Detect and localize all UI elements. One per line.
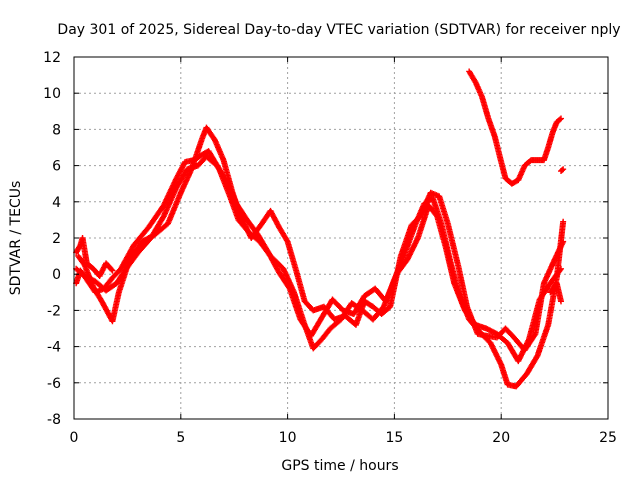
x-tick-label: 0 bbox=[70, 430, 79, 446]
y-tick-label: 4 bbox=[52, 195, 61, 211]
series-track-upper bbox=[466, 68, 565, 187]
data-point bbox=[557, 266, 564, 273]
series-track-e bbox=[547, 280, 565, 305]
y-tick-label: 10 bbox=[43, 86, 61, 102]
data-points bbox=[73, 68, 567, 390]
series-track-c bbox=[73, 153, 565, 365]
data-point bbox=[558, 115, 565, 122]
chart-title: Day 301 of 2025, Sidereal Day-to-day VTE… bbox=[57, 22, 620, 38]
y-tick-label: 12 bbox=[43, 50, 61, 66]
x-tick-label: 25 bbox=[599, 430, 617, 446]
y-tick-label: -2 bbox=[47, 303, 61, 319]
x-tick-label: 15 bbox=[385, 430, 403, 446]
data-point bbox=[533, 353, 540, 360]
data-point bbox=[558, 265, 565, 272]
axis-ticks: 0 5 10 15 20 25 -8 -6 -4 -2 0 2 4 6 8 10 12 bbox=[43, 50, 617, 446]
y-tick-label: -4 bbox=[47, 340, 61, 356]
x-axis-label: GPS time / hours bbox=[281, 458, 398, 474]
series-track-d bbox=[73, 235, 116, 280]
data-point bbox=[560, 238, 567, 245]
y-tick-label: 8 bbox=[52, 122, 61, 138]
data-point bbox=[560, 218, 567, 225]
data-point bbox=[556, 116, 563, 123]
x-tick-label: 10 bbox=[279, 430, 297, 446]
y-tick-label: -6 bbox=[47, 376, 61, 392]
x-tick-label: 5 bbox=[176, 430, 185, 446]
y-axis-label: SDTVAR / TECUs bbox=[8, 181, 24, 296]
y-tick-label: 2 bbox=[52, 231, 61, 247]
y-tick-label: -8 bbox=[47, 412, 61, 428]
data-point bbox=[108, 266, 115, 273]
data-point bbox=[559, 167, 566, 174]
x-tick-label: 20 bbox=[492, 430, 510, 446]
data-point bbox=[558, 298, 565, 305]
series-track-upper-tail bbox=[558, 166, 567, 175]
data-point bbox=[560, 166, 567, 173]
y-tick-label: 6 bbox=[52, 159, 61, 175]
data-point bbox=[109, 267, 116, 274]
y-tick-label: 0 bbox=[52, 267, 61, 283]
